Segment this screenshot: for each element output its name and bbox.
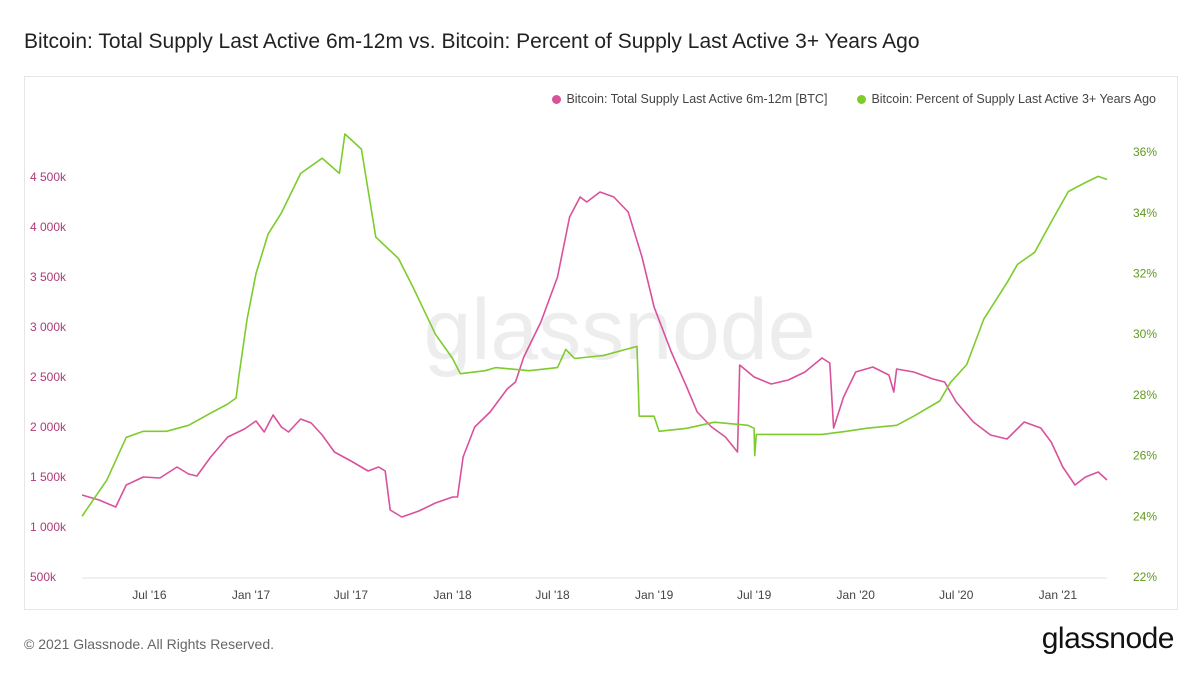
chart-title: Bitcoin: Total Supply Last Active 6m-12m…	[24, 30, 920, 53]
y-left-tick-label: 2 500k	[30, 370, 67, 384]
x-tick-label: Jan '18	[433, 588, 472, 602]
glassnode-logo[interactable]: glassnode	[1041, 622, 1175, 655]
y-left-tick-label: 4 500k	[30, 170, 67, 184]
chart-canvas[interactable]: glassnode Jul '16 Jan '17 Jul '17 Jan '18 Jul…	[25, 77, 1177, 609]
y-right-tick-label: 28%	[1133, 388, 1157, 402]
watermark-text: glassnode	[423, 282, 815, 378]
legend-label-supply-6m-12m: Bitcoin: Total Supply Last Active 6m-12m…	[566, 92, 828, 106]
x-tick-label: Jul '18	[535, 588, 570, 602]
copyright-footer: © 2021 Glassnode. All Rights Reserved.	[24, 636, 275, 652]
y-right-tick-label: 30%	[1133, 327, 1157, 341]
y-right-tick-label: 34%	[1133, 206, 1157, 220]
x-tick-label: Jan '17	[232, 588, 271, 602]
legend-item-percent-3y[interactable]: Bitcoin: Percent of Supply Last Active 3…	[857, 92, 1156, 106]
x-tick-label: Jul '20	[939, 588, 974, 602]
y-right-tick-label: 26%	[1133, 449, 1157, 463]
x-tick-label: Jul '16	[132, 588, 167, 602]
legend-item-supply-6m-12m[interactable]: Bitcoin: Total Supply Last Active 6m-12m…	[552, 92, 827, 106]
x-tick-label: Jan '19	[635, 588, 674, 602]
legend-dot-supply-6m-12m	[552, 94, 562, 104]
chart-panel: glassnode Jul '16 Jan '17 Jul '17 Jan '18 Jul…	[24, 76, 1178, 610]
y-left-tick-label: 2 000k	[30, 420, 67, 434]
x-tick-label: Jul '17	[334, 588, 369, 602]
x-tick-label: Jan '21	[1039, 588, 1078, 602]
y-left-tick-label: 3 000k	[30, 320, 67, 334]
legend-label-percent-3y: Bitcoin: Percent of Supply Last Active 3…	[871, 92, 1156, 106]
y-left-tick-label: 4 000k	[30, 220, 67, 234]
series-line-percent-3y	[81, 133, 1108, 517]
legend-dot-percent-3y	[857, 94, 867, 104]
y-left-tick-label: 1 500k	[30, 470, 67, 484]
y-left-tick-label: 1 000k	[30, 520, 67, 534]
y-right-tick-label: 32%	[1133, 267, 1157, 281]
y-right-tick-label: 24%	[1133, 509, 1157, 523]
y-left-tick-label: 3 500k	[30, 270, 67, 284]
y-right-tick-label: 22%	[1133, 570, 1157, 584]
y-right-tick-label: 36%	[1133, 145, 1157, 159]
x-tick-label: Jan '20	[837, 588, 876, 602]
legend: Bitcoin: Total Supply Last Active 6m-12m…	[552, 92, 1156, 106]
series-line-supply-6m-12m	[81, 191, 1108, 518]
x-tick-label: Jul '19	[737, 588, 772, 602]
y-left-tick-label: 500k	[30, 570, 57, 584]
